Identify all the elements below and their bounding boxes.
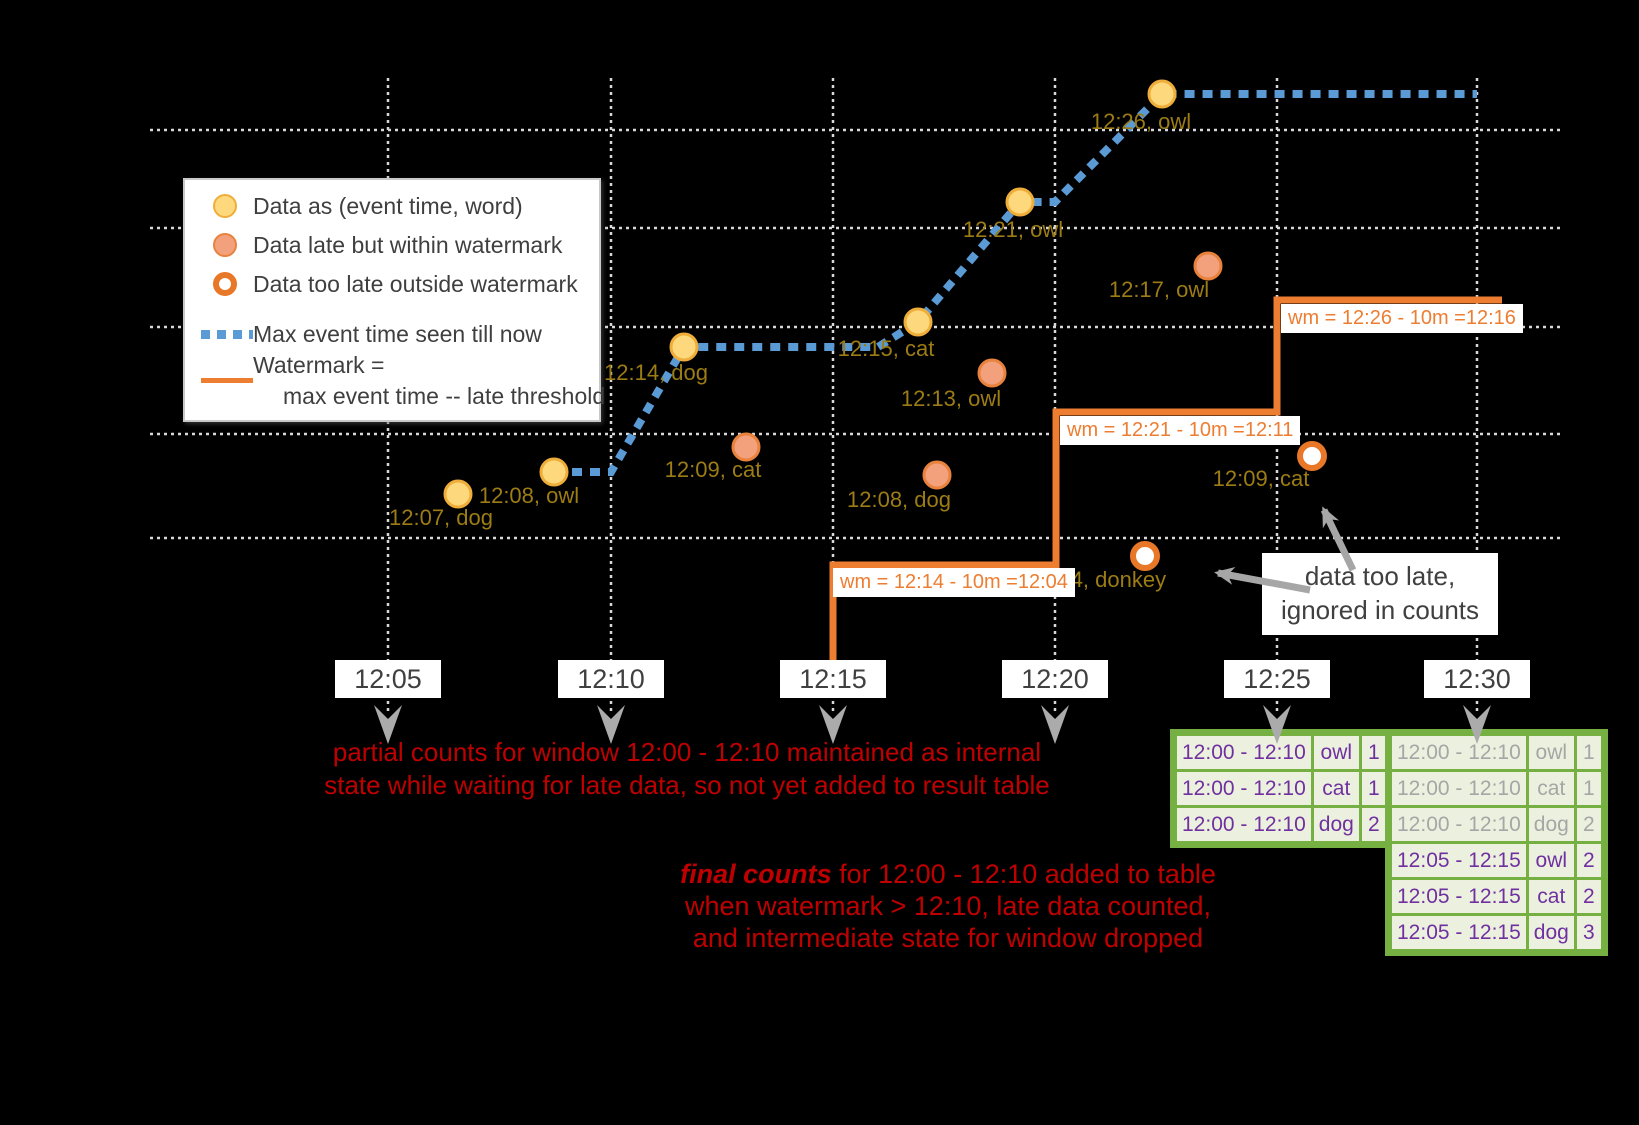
cell-window: 12:00 - 12:10 (1392, 772, 1526, 805)
cell-window: 12:00 - 12:10 (1177, 772, 1311, 805)
final-counts-annotation: final counts for 12:00 - 12:10 added to … (680, 858, 1216, 954)
legend: Data as (event time, word) Data late but… (183, 178, 605, 422)
point-12-08-owl (539, 457, 569, 487)
table-row: 12:00 - 12:10 owl 1 (1177, 736, 1386, 769)
axis-tick-12-10: 12:10 (558, 660, 664, 698)
cell-count: 2 (1576, 880, 1601, 913)
watermark-label-2: wm = 12:21 - 10m =12:11 (1060, 416, 1301, 445)
cell-count: 2 (1361, 808, 1386, 841)
data-points (443, 79, 1327, 571)
cell-count: 2 (1576, 844, 1601, 877)
legend-item-watermark-line2: max event time -- late threshold (283, 383, 606, 409)
cell-window: 12:05 - 12:15 (1392, 880, 1526, 913)
table-row-faded: 12:00 - 12:10 owl 1 (1392, 736, 1601, 769)
cell-word: dog (1528, 916, 1574, 949)
too-late-line2: ignored in counts (1280, 595, 1480, 625)
partial-counts-line2: state while waiting for late data, so no… (324, 770, 1050, 800)
table-row: 12:05 - 12:15 dog 3 (1392, 916, 1601, 949)
legend-item-ontime: Data as (event time, word) (253, 193, 523, 219)
cell-word: cat (1528, 772, 1574, 805)
legend-late-dot-icon (213, 233, 237, 257)
legend-watermark-line-icon (201, 378, 253, 383)
point-12-15-cat (903, 307, 933, 337)
point-label: 12:08, owl (478, 483, 580, 508)
point-label: 12:09, cat (664, 457, 762, 482)
point-label: 12:08, dog (847, 487, 951, 512)
point-label: 12:17, owl (1108, 277, 1210, 302)
too-late-line1: data too late, (1304, 561, 1456, 591)
table-row: 12:05 - 12:15 owl 2 (1392, 844, 1601, 877)
partial-counts-line1: partial counts for window 12:00 - 12:10 … (332, 737, 1042, 767)
final-counts-line3: and intermediate state for window droppe… (692, 923, 1204, 953)
axis-tick-12-25: 12:25 (1224, 660, 1330, 698)
point-toolate-12-09-cat (1297, 441, 1327, 471)
point-label: 12:15, cat (837, 336, 935, 361)
point-late-12-09-cat (731, 432, 761, 462)
cell-word: dog (1313, 808, 1359, 841)
axis-tick-12-30: 12:30 (1424, 660, 1530, 698)
table-row-faded: 12:00 - 12:10 cat 1 (1392, 772, 1601, 805)
point-12-26-owl (1147, 79, 1177, 109)
axis-tick-12-20: 12:20 (1002, 660, 1108, 698)
cell-count: 3 (1576, 916, 1601, 949)
max-event-time-line (554, 90, 1477, 476)
watermark-line (829, 296, 1502, 662)
axis-tick-12-05: 12:05 (335, 660, 441, 698)
axis-tick-12-15: 12:15 (780, 660, 886, 698)
watermark-label-3: wm = 12:26 - 10m =12:16 (1281, 304, 1523, 333)
point-toolate-12-04-donkey (1130, 541, 1160, 571)
cell-window: 12:00 - 12:10 (1392, 808, 1526, 841)
final-counts-emphasis: final counts (680, 859, 832, 889)
point-label: 12:07, dog (389, 505, 493, 530)
table-row: 12:00 - 12:10 cat 1 (1177, 772, 1386, 805)
cell-word: cat (1528, 880, 1574, 913)
cell-count: 1 (1361, 772, 1386, 805)
cell-window: 12:00 - 12:10 (1392, 736, 1526, 769)
cell-word: owl (1313, 736, 1359, 769)
result-table-12-25: 12:00 - 12:10 owl 1 12:00 - 12:10 cat 1 … (1170, 729, 1393, 848)
point-12-07-dog (443, 479, 473, 509)
legend-item-max-event-time: Max event time seen till now (253, 321, 542, 347)
cell-count: 1 (1576, 736, 1601, 769)
cell-count: 1 (1576, 772, 1601, 805)
result-table-12-30: 12:00 - 12:10 owl 1 12:00 - 12:10 cat 1 … (1385, 729, 1608, 956)
point-label: 12:14, dog (604, 360, 708, 385)
watermark-label-1: wm = 12:14 - 10m =12:04 (833, 568, 1075, 597)
legend-item-watermark-line1: Watermark = (253, 352, 385, 378)
point-late-12-08-dog (922, 460, 952, 490)
final-counts-line1: final counts for 12:00 - 12:10 added to … (680, 858, 1216, 890)
table-row: 12:00 - 12:10 dog 2 (1177, 808, 1386, 841)
point-12-14-dog (669, 332, 699, 362)
legend-ontime-dot-icon (213, 194, 237, 218)
legend-item-toolate: Data too late outside watermark (253, 271, 578, 297)
cell-word: dog (1528, 808, 1574, 841)
point-label: 12:13, owl (900, 386, 1002, 411)
point-label: 12:21, owl (962, 217, 1064, 242)
legend-max-event-time-line-icon (201, 330, 253, 339)
cell-word: owl (1528, 844, 1574, 877)
point-label: 12:09, cat (1212, 466, 1310, 491)
cell-count: 2 (1576, 808, 1601, 841)
cell-window: 12:05 - 12:15 (1392, 916, 1526, 949)
point-label: 12:26, owl (1090, 109, 1192, 134)
partial-counts-annotation: partial counts for window 12:00 - 12:10 … (324, 736, 1050, 802)
cell-window: 12:05 - 12:15 (1392, 844, 1526, 877)
final-counts-line1-rest: for 12:00 - 12:10 added to table (831, 859, 1216, 889)
cell-window: 12:00 - 12:10 (1177, 736, 1311, 769)
table-row: 12:05 - 12:15 cat 2 (1392, 880, 1601, 913)
cell-word: owl (1528, 736, 1574, 769)
cell-count: 1 (1361, 736, 1386, 769)
point-late-12-13-owl (977, 358, 1007, 388)
cell-window: 12:00 - 12:10 (1177, 808, 1311, 841)
legend-toolate-ring-icon (213, 272, 237, 296)
point-12-21-owl (1005, 187, 1035, 217)
legend-item-late: Data late but within watermark (253, 232, 563, 258)
cell-word: cat (1313, 772, 1359, 805)
point-late-12-17-owl (1193, 251, 1223, 281)
too-late-callout: data too late, ignored in counts (1262, 553, 1498, 635)
final-counts-line2: when watermark > 12:10, late data counte… (684, 891, 1212, 921)
table-row-faded: 12:00 - 12:10 dog 2 (1392, 808, 1601, 841)
